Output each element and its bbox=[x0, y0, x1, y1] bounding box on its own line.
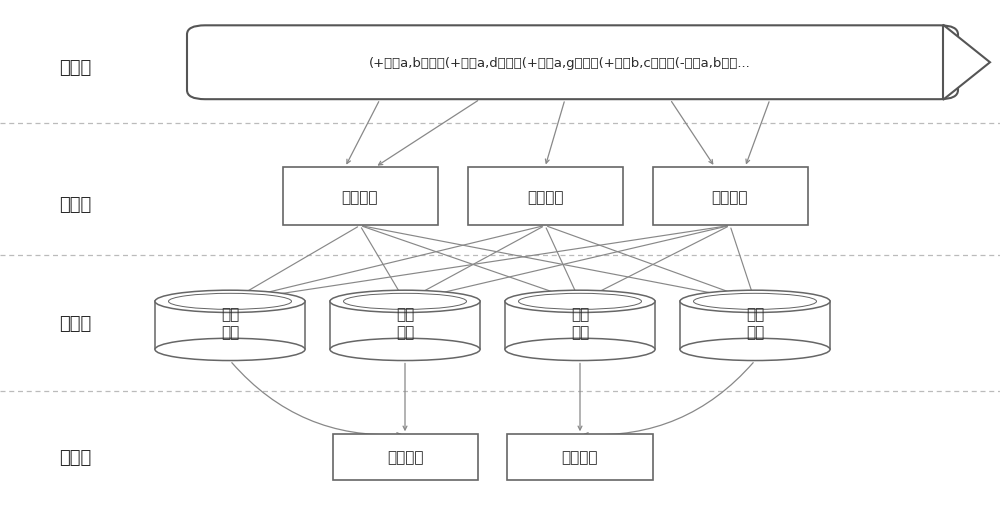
Text: 存储
节点: 存储 节点 bbox=[221, 307, 239, 339]
Text: 计算节点: 计算节点 bbox=[527, 189, 563, 205]
FancyBboxPatch shape bbox=[283, 168, 438, 226]
FancyBboxPatch shape bbox=[652, 168, 808, 226]
Text: 计算层: 计算层 bbox=[59, 195, 91, 214]
Text: 存储
节点: 存储 节点 bbox=[571, 307, 589, 339]
Ellipse shape bbox=[155, 291, 305, 313]
Polygon shape bbox=[330, 302, 480, 349]
Ellipse shape bbox=[330, 291, 480, 313]
Polygon shape bbox=[505, 302, 655, 349]
FancyBboxPatch shape bbox=[507, 434, 652, 480]
Polygon shape bbox=[943, 26, 990, 100]
FancyBboxPatch shape bbox=[187, 26, 958, 100]
Ellipse shape bbox=[155, 338, 305, 361]
Text: 访问节点: 访问节点 bbox=[562, 449, 598, 465]
Text: (+，（a,b）），(+，（a,d）），(+，（a,g）），(+，（b,c）），(-，（a,b））...: (+，（a,b）），(+，（a,d）），(+，（a,g）），(+，（b,c）），… bbox=[369, 57, 751, 70]
Text: 计算节点: 计算节点 bbox=[342, 189, 378, 205]
Polygon shape bbox=[155, 302, 305, 349]
Text: 访问层: 访问层 bbox=[59, 448, 91, 466]
Text: 存储
节点: 存储 节点 bbox=[746, 307, 764, 339]
FancyBboxPatch shape bbox=[332, 434, 478, 480]
Ellipse shape bbox=[505, 291, 655, 313]
Text: 访问节点: 访问节点 bbox=[387, 449, 423, 465]
Ellipse shape bbox=[680, 338, 830, 361]
Text: 存储
节点: 存储 节点 bbox=[396, 307, 414, 339]
Ellipse shape bbox=[680, 291, 830, 313]
Text: 计算节点: 计算节点 bbox=[712, 189, 748, 205]
Polygon shape bbox=[680, 302, 830, 349]
Text: 接入层: 接入层 bbox=[59, 59, 91, 77]
FancyBboxPatch shape bbox=[468, 168, 622, 226]
Ellipse shape bbox=[505, 338, 655, 361]
Text: 存储层: 存储层 bbox=[59, 314, 91, 332]
Ellipse shape bbox=[330, 338, 480, 361]
